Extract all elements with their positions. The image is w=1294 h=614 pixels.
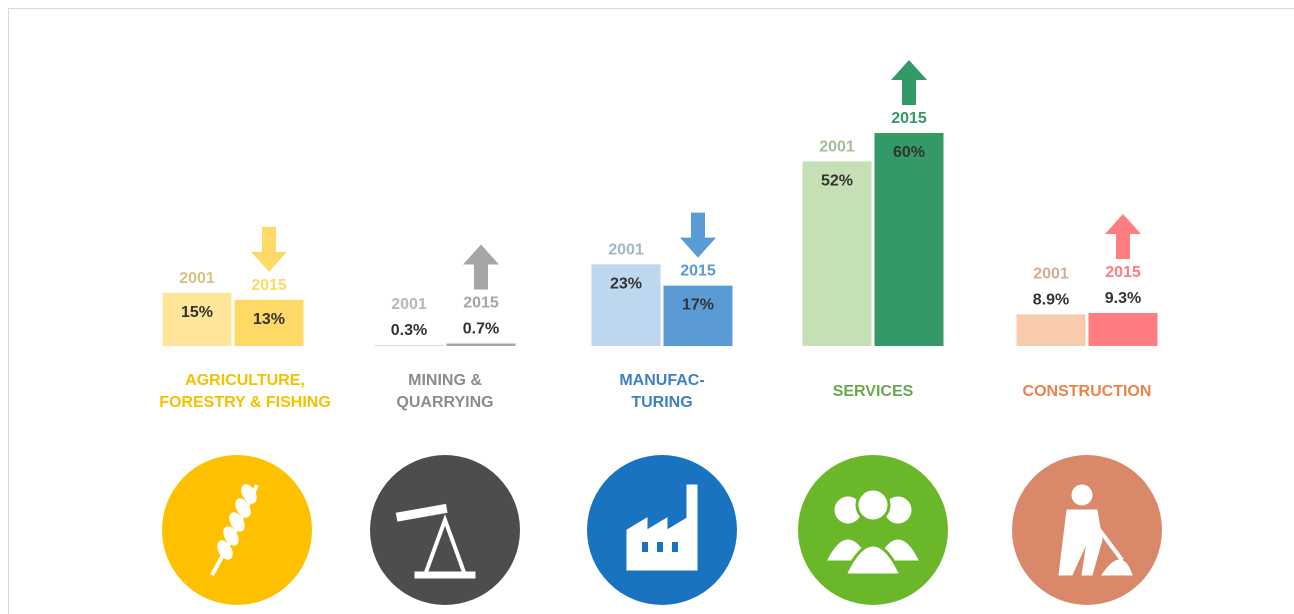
bar	[162, 292, 232, 346]
year-label: 2001	[608, 241, 644, 258]
category-label: AGRICULTURE, FORESTRY & FISHING	[159, 372, 331, 411]
category-label: SERVICES	[832, 383, 914, 400]
icon-shape	[235, 498, 251, 518]
bar	[874, 133, 944, 346]
bar	[1088, 312, 1158, 346]
trend-arrow	[1105, 213, 1141, 259]
value-label: 13%	[253, 311, 285, 328]
value-label: 0.7%	[463, 321, 499, 338]
icon-shape	[1101, 559, 1133, 576]
bar	[802, 161, 872, 346]
icon-shape	[241, 484, 257, 504]
year-label: 2015	[891, 110, 927, 127]
icon-window	[642, 542, 648, 552]
year-label: 2001	[819, 138, 855, 155]
icon-shape	[223, 526, 239, 546]
icon-shape	[395, 503, 448, 522]
year-label: 2001	[391, 296, 427, 313]
bar	[374, 344, 444, 346]
year-label: 2001	[179, 270, 215, 287]
icon	[210, 484, 259, 576]
icon-shape	[1090, 518, 1124, 562]
category-label: MINING & QUARRYING	[396, 372, 494, 411]
icon	[626, 484, 698, 571]
category-label: CONSTRUCTION	[1022, 383, 1152, 400]
year-label: 2015	[680, 263, 716, 280]
icon-circle	[370, 455, 520, 605]
bar	[234, 299, 304, 346]
icon-circle	[798, 455, 948, 605]
value-label: 8.9%	[1033, 291, 1069, 308]
icon-shape	[217, 540, 233, 560]
trend-arrow	[680, 212, 716, 258]
trend-arrow	[463, 244, 499, 290]
value-label: 9.3%	[1105, 290, 1141, 307]
icon-shape	[1058, 509, 1103, 576]
icon-shape	[229, 512, 245, 532]
icon-window	[672, 542, 678, 552]
value-label: 52%	[821, 172, 853, 189]
value-label: 15%	[181, 304, 213, 321]
trend-arrow	[891, 60, 927, 105]
icon-window	[657, 542, 663, 552]
bar	[1016, 314, 1086, 346]
year-label: 2015	[251, 277, 287, 294]
bar	[591, 264, 661, 346]
trend-arrow	[251, 226, 287, 272]
bar	[446, 343, 516, 346]
year-label: 2001	[1033, 265, 1069, 282]
value-label: 23%	[610, 275, 642, 292]
year-label: 2015	[463, 295, 499, 312]
icon-shape	[1071, 484, 1093, 506]
frame	[8, 8, 1294, 614]
bar	[663, 285, 733, 346]
icon	[1058, 484, 1133, 576]
icon	[395, 503, 476, 579]
value-label: 17%	[682, 297, 714, 314]
icon	[827, 487, 919, 577]
icon-shape	[855, 487, 891, 523]
year-label: 2015	[1105, 264, 1141, 281]
icon-shape	[842, 543, 904, 577]
value-label: 60%	[893, 144, 925, 161]
value-label: 0.3%	[391, 322, 427, 339]
category-label: MANUFAC- TURING	[619, 372, 705, 411]
icon-shape	[414, 571, 476, 579]
